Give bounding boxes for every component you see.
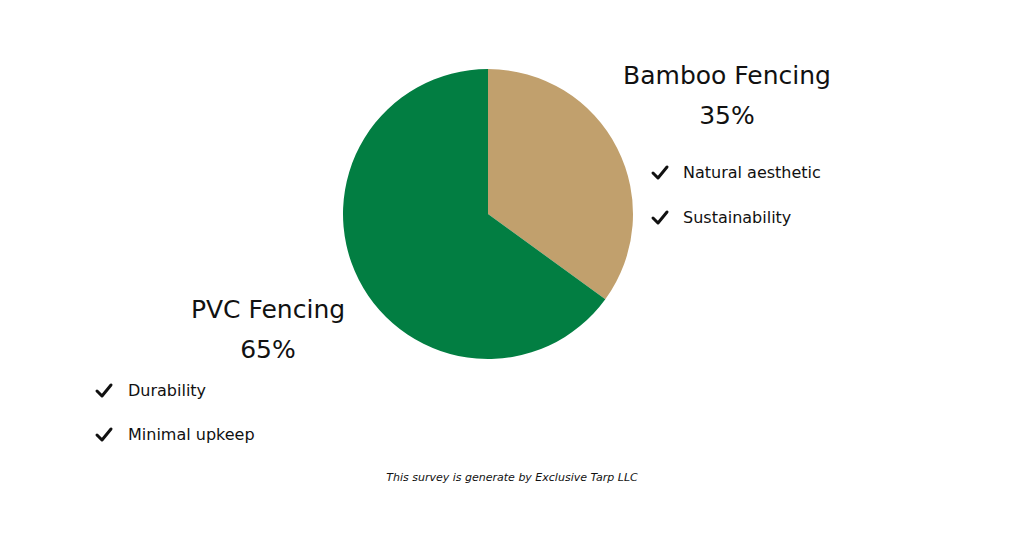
annotation: Natural aesthetic xyxy=(683,163,821,182)
background xyxy=(0,0,1024,536)
check-icon xyxy=(653,167,667,178)
annotation: Sustainability xyxy=(683,208,791,227)
data-label: 35% xyxy=(699,101,755,130)
chart-canvas: Bamboo Fencing 35% Natural aesthetic Sustai… xyxy=(0,0,1024,536)
category-label: Bamboo Fencing xyxy=(623,61,831,90)
pie-slice xyxy=(343,69,605,359)
check-icon xyxy=(97,429,111,440)
pie xyxy=(343,69,633,359)
annotation: Durability xyxy=(128,381,206,400)
check-icon xyxy=(653,212,667,223)
annotation: Minimal upkeep xyxy=(128,425,255,444)
check-icon xyxy=(97,385,111,396)
source-note: This survey is generate by Exclusive Tar… xyxy=(386,471,638,484)
data-label: 65% xyxy=(240,335,296,364)
category-label: PVC Fencing xyxy=(191,295,345,324)
